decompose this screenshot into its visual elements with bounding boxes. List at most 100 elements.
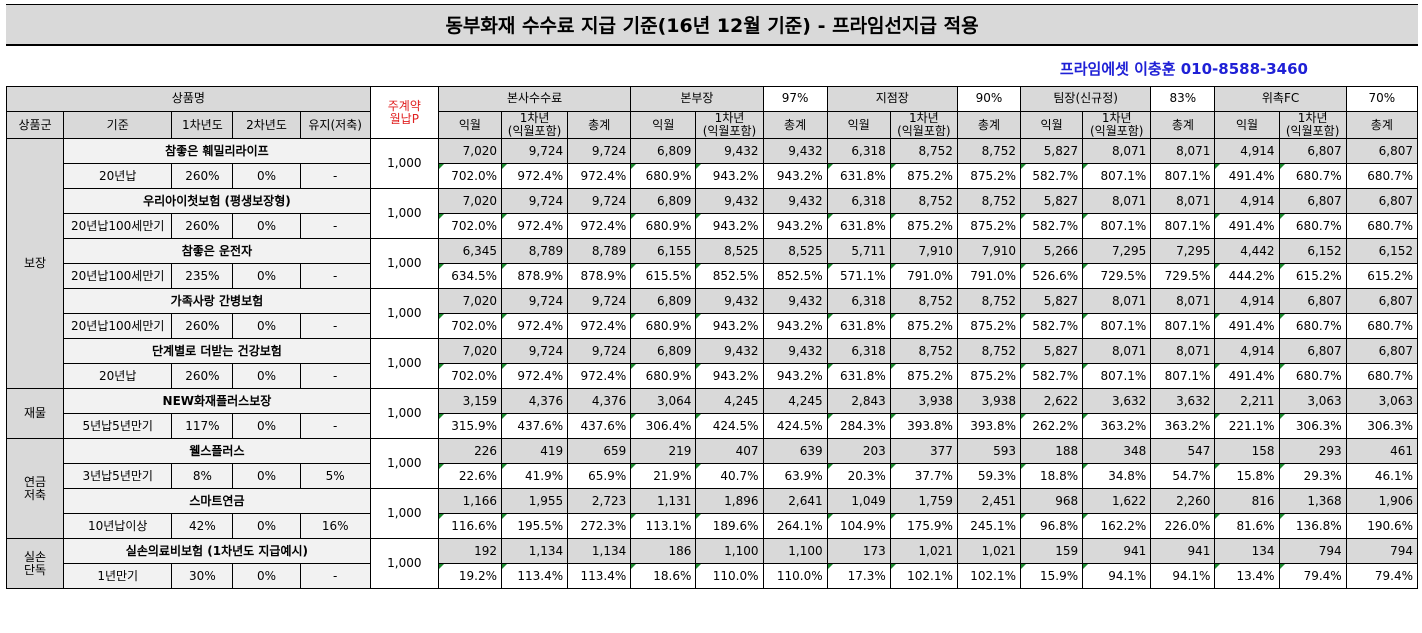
commission-amount: 1,021: [956, 538, 1022, 565]
table-row: 연금 저축 웰스플러스 1,000 226 419 659 219 407 639 203 377 59…: [5, 438, 1419, 540]
commission-amount: 1,134: [567, 538, 632, 565]
product-group-line: 저축: [24, 487, 47, 502]
commission-amount: 293: [1278, 438, 1347, 465]
commission-rate: 29.3%: [1278, 463, 1347, 490]
commission-rate: 615.5%: [630, 263, 697, 290]
product-group: 연금 저축: [5, 438, 65, 540]
monthly-premium: 1,000: [369, 188, 439, 240]
commission-amount: 5,827: [1020, 138, 1084, 165]
table-row: 1년만기 30% 0% -19.2% 113.4% 113.4% 18.6% 110.0% 11…: [7, 563, 1419, 590]
commission-rate: 972.4%: [567, 213, 632, 240]
commission-amount: 8,752: [956, 188, 1022, 215]
commission-amount: 3,064: [630, 388, 697, 415]
commission-amount: 2,641: [762, 488, 828, 515]
product-standard: 10년납이상: [63, 513, 173, 540]
commission-amount: 3,938: [956, 388, 1022, 415]
commission-rate: 19.2%: [437, 563, 503, 590]
commission-amount: 1,100: [762, 538, 828, 565]
contact-info: 프라임에셋 이충훈 010-8588-3460: [1059, 60, 1308, 78]
commission-rate: 875.2%: [889, 213, 958, 240]
commission-amount: 9,724: [500, 188, 569, 215]
table-row: 20년납100세만기 260% 0% -702.0% 972.4% 972.4% 680.9…: [7, 213, 1419, 240]
commission-amount: 8,071: [1150, 138, 1216, 165]
commission-amount: 547: [1150, 438, 1216, 465]
commission-amount: 6,807: [1345, 338, 1419, 365]
commission-table: 상품명 주계약 월납P 본사수수료 본부장 97% 지점장 90% 팀장(신규정) 83% 위촉FC…: [5, 85, 1419, 590]
commission-amount: 6,809: [630, 188, 697, 215]
commission-rate: 791.0%: [889, 263, 958, 290]
header-tier-rate: 70%: [1345, 86, 1419, 112]
header-first-year-line: (익월포함): [897, 124, 951, 139]
product-year1: 117%: [171, 413, 234, 440]
commission-amount: 7,295: [1082, 238, 1152, 265]
commission-amount: 9,432: [762, 288, 828, 315]
commission-amount: 1,166: [437, 488, 503, 515]
commission-amount: 794: [1345, 538, 1419, 565]
commission-rate: 102.1%: [956, 563, 1022, 590]
commission-rate: 631.8%: [826, 363, 891, 390]
commission-amount: 6,318: [826, 188, 891, 215]
product-standard: 20년납: [63, 363, 173, 390]
commission-rate: 807.1%: [1150, 163, 1216, 190]
commission-rate: 807.1%: [1082, 213, 1152, 240]
header-monthly-premium: 주계약 월납P: [369, 85, 439, 140]
commission-rate: 34.8%: [1082, 463, 1152, 490]
commission-amount: 192: [437, 538, 503, 565]
table-row: 20년납 260% 0% -702.0% 972.4% 972.4% 680.9% 943.2…: [7, 163, 1419, 190]
commission-amount: 134: [1214, 538, 1280, 565]
commission-amount: 8,752: [889, 188, 958, 215]
commission-amount: 8,752: [889, 288, 958, 315]
product-name: 참좋은 훼밀리라이프: [63, 138, 371, 165]
commission-amount: 9,432: [762, 338, 828, 365]
commission-rate: 65.9%: [567, 463, 632, 490]
commission-rate: 110.0%: [762, 563, 828, 590]
commission-rate: 262.2%: [1020, 413, 1084, 440]
commission-rate: 680.9%: [630, 363, 697, 390]
commission-rate: 702.0%: [437, 163, 503, 190]
commission-rate: 424.5%: [695, 413, 764, 440]
table-row: 재물 NEW화재플러스보장 1,000 3,159 4,376 4,376 3,064 4,2…: [5, 388, 1419, 440]
product-name: 참좋은 운전자: [63, 238, 371, 265]
commission-rate: 807.1%: [1082, 363, 1152, 390]
commission-amount: 2,451: [956, 488, 1022, 515]
commission-amount: 8,071: [1082, 288, 1152, 315]
commission-amount: 407: [695, 438, 764, 465]
product-standard: 20년납100세만기: [63, 263, 173, 290]
commission-rate: 631.8%: [826, 163, 891, 190]
header-next-month: 익월: [630, 110, 697, 140]
commission-rate: 807.1%: [1150, 213, 1216, 240]
commission-rate: 729.5%: [1082, 263, 1152, 290]
product-year2: 0%: [232, 313, 301, 340]
product-year1: 260%: [171, 163, 234, 190]
commission-rate: 852.5%: [762, 263, 828, 290]
commission-amount: 9,432: [695, 188, 764, 215]
commission-rate: 136.8%: [1278, 513, 1347, 540]
commission-amount: 1,759: [889, 488, 958, 515]
header-first-year-line: (익월포함): [507, 124, 562, 139]
product-year2: 0%: [232, 463, 301, 490]
commission-rate: 363.2%: [1082, 413, 1152, 440]
commission-amount: 6,807: [1345, 138, 1419, 165]
commission-rate: 807.1%: [1150, 363, 1216, 390]
commission-amount: 1,049: [826, 488, 891, 515]
commission-rate: 20.3%: [826, 463, 891, 490]
commission-amount: 6,152: [1345, 238, 1419, 265]
commission-amount: 8,071: [1082, 188, 1152, 215]
commission-rate: 37.7%: [889, 463, 958, 490]
commission-amount: 8,071: [1150, 338, 1216, 365]
commission-amount: 186: [630, 538, 697, 565]
commission-rate: 875.2%: [956, 313, 1022, 340]
commission-amount: 6,809: [630, 338, 697, 365]
commission-rate: 94.1%: [1082, 563, 1152, 590]
commission-amount: 6,155: [630, 238, 697, 265]
product-year2: 0%: [232, 413, 301, 440]
header-total: 총계: [567, 110, 632, 140]
product-year1: 260%: [171, 363, 234, 390]
commission-rate: 615.2%: [1345, 263, 1419, 290]
product-maint: -: [299, 263, 371, 290]
commission-amount: 8,789: [567, 238, 632, 265]
commission-amount: 4,914: [1214, 138, 1280, 165]
product-year1: 260%: [171, 313, 234, 340]
table-row: 10년납이상 42% 0% 16% 116.6% 195.5% 272.3% 113.1% 18…: [7, 513, 1419, 540]
header-first-year-line: 1차년: [519, 111, 550, 125]
